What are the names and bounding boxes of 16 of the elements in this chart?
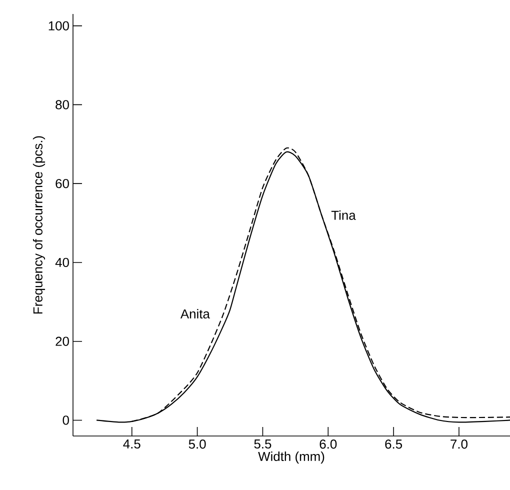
y-tick-label: 40 [55, 258, 69, 268]
x-axis-title: Width (mm) [258, 452, 324, 464]
y-tick-label: 0 [62, 416, 69, 425]
x-tick-label: 7.0 [450, 440, 468, 449]
y-axis-title: Frequency of occurrence (pcs.) [32, 136, 46, 314]
y-tick-label: 80 [56, 100, 69, 110]
y-tick-label: 60 [56, 179, 69, 188]
series-label: Tina [331, 210, 356, 220]
x-tick-label: 6.5 [385, 440, 402, 449]
x-tick-label: 6.0 [320, 440, 337, 449]
y-tick-label: 100 [48, 21, 69, 30]
x-tick-label: 5.0 [188, 440, 206, 449]
series-label: Anita [180, 308, 210, 318]
x-tick-label: 5.5 [254, 440, 272, 449]
y-tick-label: 20 [56, 336, 69, 346]
x-tick-label: 4.5 [123, 440, 140, 449]
